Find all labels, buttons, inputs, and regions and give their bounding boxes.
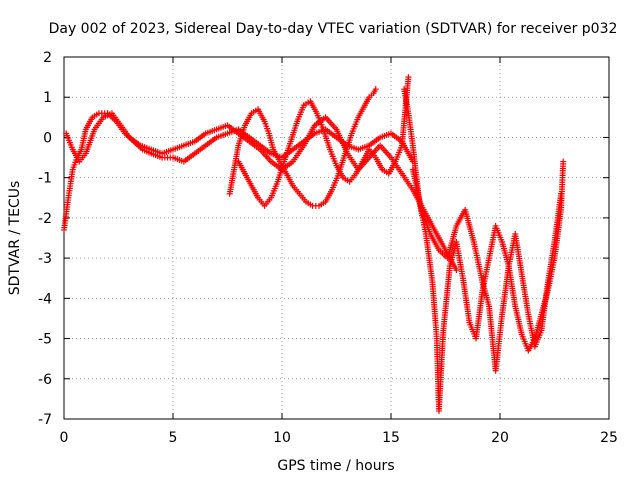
x-tick-label: 10 xyxy=(273,430,291,446)
y-axis-label: SDTVAR / TECUs xyxy=(7,181,23,296)
satellite-track-D-point xyxy=(405,74,412,81)
x-tick-label: 15 xyxy=(382,430,400,446)
y-tick-label: 0 xyxy=(43,130,52,146)
y-tick-label: -7 xyxy=(38,412,52,428)
grid-lines xyxy=(64,57,609,419)
y-tick-label: -1 xyxy=(38,171,52,187)
satellite-track-E-point xyxy=(560,158,567,165)
y-tick-labels: 2 1 0 -1 -2 -3 -4 -5 -6 -7 xyxy=(38,50,52,428)
y-tick-label: 2 xyxy=(43,50,52,66)
satellite-track-B-point xyxy=(453,267,460,274)
plot-frame xyxy=(63,56,610,420)
axis-ticks xyxy=(63,56,610,420)
y-tick-label: -4 xyxy=(38,291,52,307)
satellite-track-F-point xyxy=(558,190,565,197)
x-tick-labels: 0 5 10 15 20 25 xyxy=(60,430,618,446)
y-tick-label: -3 xyxy=(38,251,52,267)
x-tick-label: 20 xyxy=(491,430,509,446)
x-tick-label: 25 xyxy=(600,430,618,446)
x-tick-label: 0 xyxy=(60,430,69,446)
x-tick-label: 5 xyxy=(169,430,178,446)
y-tick-label: -5 xyxy=(38,332,52,348)
y-tick-label: 1 xyxy=(43,90,52,106)
y-tick-label: -6 xyxy=(38,372,52,388)
y-tick-label: -2 xyxy=(38,211,52,227)
satellite-track-C-point xyxy=(372,86,379,93)
chart-title: Day 002 of 2023, Sidereal Day-to-day VTE… xyxy=(49,21,618,37)
data-points xyxy=(61,74,567,414)
x-axis-label: GPS time / hours xyxy=(277,458,394,474)
